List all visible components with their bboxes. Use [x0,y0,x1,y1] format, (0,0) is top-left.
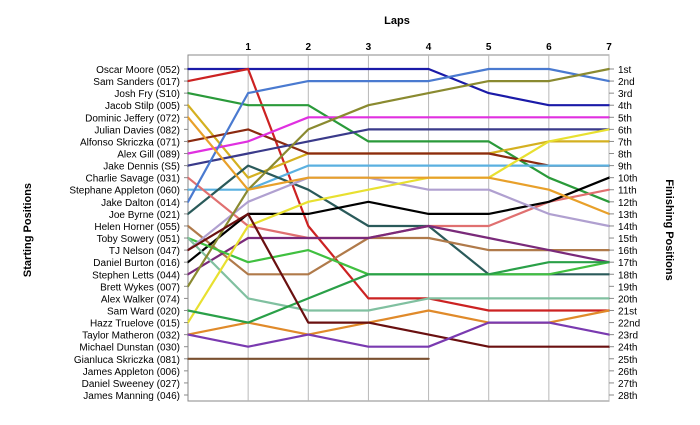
finishing-position-label: 4th [618,101,632,112]
finishing-position-label: 23rd [618,331,638,342]
driver-label: Helen Horner (055) [94,222,180,233]
finishing-position-label: 25th [618,355,637,366]
driver-label: Dominic Jeffery (072) [85,113,180,124]
driver-label: Jacob Stilp (005) [105,101,180,112]
finishing-position-label: 13th [618,210,637,221]
series-line [186,116,611,155]
driver-label: James Appleton (006) [83,367,180,378]
driver-label: Josh Fry (S10) [114,89,180,100]
series-line [186,67,611,203]
lap-tick-label: 2 [306,42,312,53]
driver-label: Taylor Matheron (032) [82,331,180,342]
driver-label: Julian Davies (082) [94,125,180,136]
finishing-position-label: 16th [618,246,637,257]
finishing-position-label: 26th [618,367,637,378]
finishing-position-label: 18th [618,270,637,281]
driver-label: Joe Byrne (021) [109,210,180,221]
driver-label: Sam Ward (020) [107,306,180,317]
finishing-position-label: 7th [618,137,632,148]
series-line [186,176,611,264]
finishing-position-labels: 1st2nd3rd4th5th6th7th8th9th10th11th12th1… [609,65,640,402]
driver-label: Toby Sowery (051) [97,234,180,245]
driver-label: Gianluca Skriczka (081) [74,355,180,366]
finishing-position-label: 24th [618,343,637,354]
series-line [186,261,611,324]
driver-label: Charlie Savage (031) [86,174,181,185]
finishing-position-label: 19th [618,282,637,293]
driver-label: Oscar Moore (052) [96,65,180,76]
series-lines [186,67,611,360]
series-line [186,128,611,167]
driver-label: Jake Dennis (S5) [103,162,180,173]
finishing-position-label: 3rd [618,89,632,100]
finishing-position-label: 14th [618,222,637,233]
finishing-position-label: 10th [618,174,637,185]
series-line [186,67,611,288]
finishing-position-label: 28th [618,391,637,402]
series-line [186,128,611,324]
series-line [186,91,611,203]
lap-tick-label: 7 [606,42,612,53]
lap-tick-label: 1 [245,42,251,53]
finishing-position-label: 9th [618,162,632,173]
starting-position-labels: Oscar Moore (052)Sam Sanders (017)Josh F… [69,65,188,402]
series-line [186,321,611,348]
finishing-position-label: 20th [618,294,637,305]
driver-label: Alfonso Skriczka (071) [80,137,180,148]
chart-title: Laps [384,15,410,27]
finishing-position-label: 8th [618,150,632,161]
series-line [186,224,611,276]
driver-label: TJ Nelson (047) [109,246,180,257]
finishing-position-label: 21st [618,306,637,317]
driver-label: Sam Sanders (017) [93,77,180,88]
finishing-position-label: 12th [618,198,637,209]
finishing-positions-axis-label: Finishing Positions [663,179,675,280]
finishing-position-label: 1st [618,65,632,76]
lap-tick-label: 3 [366,42,372,53]
driver-label: Michael Dunstan (030) [79,343,180,354]
finishing-position-label: 17th [618,258,637,269]
series-line [186,67,611,107]
driver-label: Hazz Truelove (015) [90,319,180,330]
series-line [186,236,611,312]
driver-label: Alex Walker (074) [101,294,180,305]
driver-label: Brett Wykes (007) [100,282,180,293]
driver-label: Daniel Sweeney (027) [82,379,180,390]
finishing-position-label: 2nd [618,77,635,88]
plot-frame [187,54,610,402]
starting-positions-axis-label: Starting Positions [22,183,34,277]
driver-label: Jake Dalton (014) [101,198,180,209]
finishing-position-label: 22nd [618,319,640,330]
driver-label: Daniel Burton (016) [93,258,180,269]
driver-label: James Manning (046) [83,391,180,402]
series-line [186,212,611,348]
series-line [186,116,611,215]
series-line [186,164,611,191]
driver-label: Stephen Letts (044) [92,270,180,281]
series-line [186,67,611,312]
series-line [186,128,611,167]
series-line [186,224,611,276]
lap-tick-label: 6 [546,42,552,53]
lap-tick-label: 4 [426,42,432,53]
finishing-position-label: 15th [618,234,637,245]
finishing-position-label: 6th [618,125,632,136]
lap-tick-labels: 1 2 3 4 5 6 7 [245,42,612,53]
lap-tick-label: 5 [486,42,492,53]
driver-label: Stephane Appleton (060) [69,186,180,197]
driver-label: Alex Gill (089) [117,150,180,161]
series-line [186,236,611,276]
plot-area [187,54,610,402]
finishing-position-label: 11th [618,186,637,197]
finishing-position-label: 27th [618,379,637,390]
finishing-position-label: 5th [618,113,632,124]
